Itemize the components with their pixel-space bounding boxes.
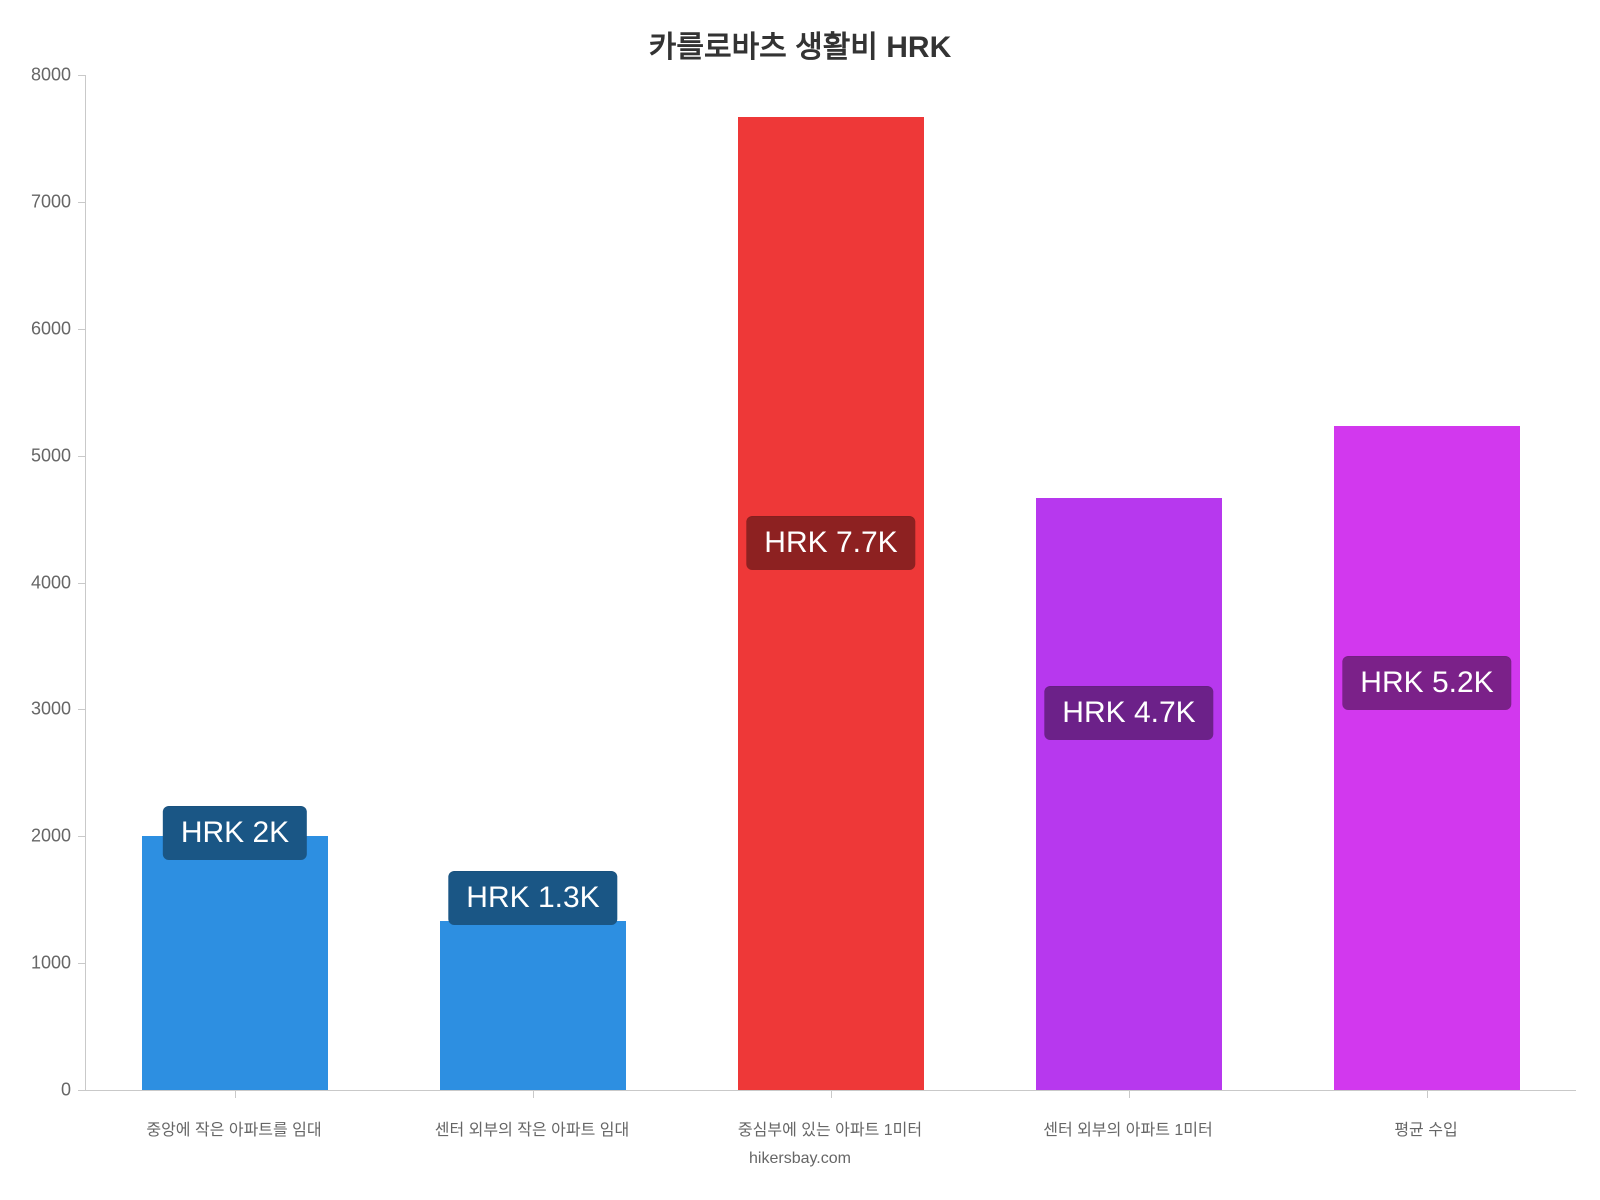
bar [1036, 498, 1222, 1091]
bar [142, 836, 328, 1090]
value-badge: HRK 7.7K [746, 516, 915, 570]
y-tick-mark [78, 329, 86, 330]
y-tick-label: 4000 [31, 572, 71, 593]
x-tick-mark [1129, 1090, 1130, 1098]
x-tick-mark [1427, 1090, 1428, 1098]
y-tick-label: 5000 [31, 445, 71, 466]
x-tick-label: 센터 외부의 아파트 1미터 [1043, 1116, 1212, 1140]
x-tick-label: 중심부에 있는 아파트 1미터 [738, 1116, 922, 1140]
x-tick-mark [533, 1090, 534, 1098]
value-badge: HRK 2K [163, 806, 307, 860]
y-tick-label: 7000 [31, 191, 71, 212]
y-tick-mark [78, 583, 86, 584]
y-tick-label: 0 [61, 1080, 71, 1101]
chart-title: 카를로바츠 생활비 HRK [0, 22, 1600, 66]
credits-text: hikersbay.com [0, 1150, 1600, 1168]
y-tick-label: 1000 [31, 953, 71, 974]
y-tick-label: 3000 [31, 699, 71, 720]
y-tick-mark [78, 709, 86, 710]
y-tick-mark [78, 836, 86, 837]
y-tick-mark [78, 456, 86, 457]
x-tick-label: 센터 외부의 작은 아파트 임대 [435, 1116, 629, 1140]
x-tick-label: 평균 수입 [1394, 1116, 1457, 1140]
value-badge: HRK 4.7K [1044, 686, 1213, 740]
x-tick-label: 중앙에 작은 아파트를 임대 [146, 1116, 321, 1140]
y-tick-mark [78, 963, 86, 964]
bar [738, 117, 924, 1090]
bar [440, 921, 626, 1090]
value-badge: HRK 1.3K [448, 871, 617, 925]
chart-container: 카를로바츠 생활비 HRK HRK 2KHRK 1.3KHRK 7.7KHRK … [0, 0, 1600, 1200]
x-tick-mark [235, 1090, 236, 1098]
bar [1334, 426, 1520, 1090]
x-tick-mark [831, 1090, 832, 1098]
value-badge: HRK 5.2K [1342, 656, 1511, 710]
y-tick-mark [78, 202, 86, 203]
y-tick-label: 2000 [31, 826, 71, 847]
plot-area: HRK 2K HRK 1.3K HRK 7.7K HRK 4.7K HRK 5.2K [85, 75, 1576, 1091]
y-tick-mark [78, 75, 86, 76]
y-tick-label: 6000 [31, 318, 71, 339]
y-tick-mark [78, 1090, 86, 1091]
y-tick-label: 8000 [31, 65, 71, 86]
